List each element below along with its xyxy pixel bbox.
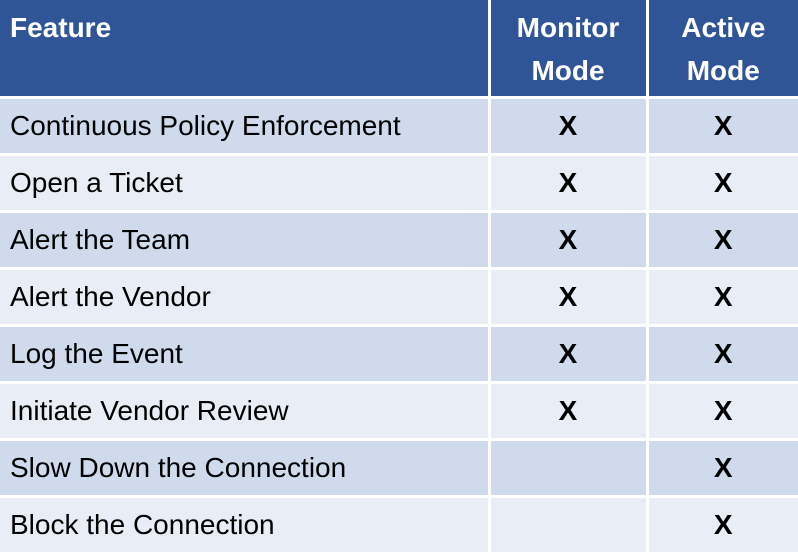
active-mode-cell: X bbox=[645, 152, 798, 213]
monitor-mode-cell: X bbox=[487, 209, 649, 270]
header-row: Feature Monitor Mode Active Mode bbox=[0, 0, 798, 99]
monitor-mode-cell: X bbox=[487, 380, 649, 441]
monitor-mode-cell bbox=[487, 494, 649, 555]
header-feature: Feature bbox=[0, 0, 491, 99]
table-row: Alert the Team X X bbox=[0, 209, 798, 270]
active-mode-cell: X bbox=[645, 95, 798, 156]
feature-cell: Alert the Vendor bbox=[0, 266, 491, 327]
table-row: Log the Event X X bbox=[0, 323, 798, 384]
header-active-mode: Active Mode bbox=[645, 0, 798, 99]
feature-cell: Initiate Vendor Review bbox=[0, 380, 491, 441]
feature-cell: Log the Event bbox=[0, 323, 491, 384]
active-mode-cell: X bbox=[645, 266, 798, 327]
table-row: Alert the Vendor X X bbox=[0, 266, 798, 327]
active-mode-cell: X bbox=[645, 494, 798, 555]
monitor-mode-cell: X bbox=[487, 95, 649, 156]
active-mode-cell: X bbox=[645, 323, 798, 384]
monitor-mode-cell: X bbox=[487, 152, 649, 213]
table-row: Continuous Policy Enforcement X X bbox=[0, 95, 798, 156]
header-monitor-mode: Monitor Mode bbox=[487, 0, 649, 99]
active-mode-cell: X bbox=[645, 380, 798, 441]
table-row: Open a Ticket X X bbox=[0, 152, 798, 213]
feature-cell: Open a Ticket bbox=[0, 152, 491, 213]
feature-cell: Continuous Policy Enforcement bbox=[0, 95, 491, 156]
table-row: Initiate Vendor Review X X bbox=[0, 380, 798, 441]
active-mode-cell: X bbox=[645, 209, 798, 270]
table-row: Slow Down the Connection X bbox=[0, 437, 798, 498]
monitor-mode-cell bbox=[487, 437, 649, 498]
monitor-mode-cell: X bbox=[487, 266, 649, 327]
active-mode-cell: X bbox=[645, 437, 798, 498]
feature-cell: Alert the Team bbox=[0, 209, 491, 270]
feature-cell: Slow Down the Connection bbox=[0, 437, 491, 498]
feature-cell: Block the Connection bbox=[0, 494, 491, 555]
table-row: Block the Connection X bbox=[0, 494, 798, 555]
monitor-mode-cell: X bbox=[487, 323, 649, 384]
